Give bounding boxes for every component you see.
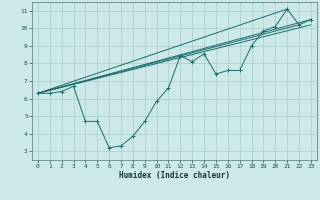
X-axis label: Humidex (Indice chaleur): Humidex (Indice chaleur) bbox=[119, 171, 230, 180]
